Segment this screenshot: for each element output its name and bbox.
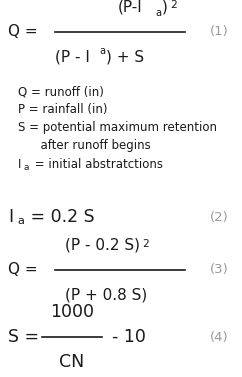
- Text: I: I: [8, 208, 13, 226]
- Text: a: a: [24, 162, 29, 172]
- Text: Q = runoff (in): Q = runoff (in): [18, 86, 104, 98]
- Text: a: a: [17, 216, 24, 226]
- Text: Q =: Q =: [8, 25, 38, 40]
- Text: Q =: Q =: [8, 262, 38, 277]
- Text: (1): (1): [210, 26, 229, 38]
- Text: 2: 2: [142, 239, 149, 249]
- Text: (3): (3): [210, 264, 229, 276]
- Text: (2): (2): [210, 210, 229, 224]
- Text: 1000: 1000: [50, 303, 94, 321]
- Text: a: a: [155, 8, 161, 18]
- Text: a: a: [99, 46, 105, 56]
- Text: 2: 2: [170, 0, 177, 10]
- Text: (P - 0.2 S): (P - 0.2 S): [65, 238, 140, 253]
- Text: S =: S =: [8, 328, 39, 346]
- Text: (P + 0.8 S): (P + 0.8 S): [65, 287, 147, 302]
- Text: (P-I: (P-I: [118, 0, 143, 14]
- Text: = 0.2 S: = 0.2 S: [25, 208, 95, 226]
- Text: S = potential maximum retention: S = potential maximum retention: [18, 121, 217, 135]
- Text: (P - I: (P - I: [55, 50, 90, 65]
- Text: I: I: [18, 158, 21, 170]
- Text: ) + S: ) + S: [106, 50, 144, 65]
- Text: (4): (4): [210, 331, 229, 343]
- Text: - 10: - 10: [112, 328, 146, 346]
- Text: = initial abstratctions: = initial abstratctions: [31, 158, 163, 170]
- Text: after runoff begins: after runoff begins: [18, 139, 151, 153]
- Text: CN: CN: [59, 353, 85, 371]
- Text: ): ): [162, 0, 168, 14]
- Text: P = rainfall (in): P = rainfall (in): [18, 104, 107, 116]
